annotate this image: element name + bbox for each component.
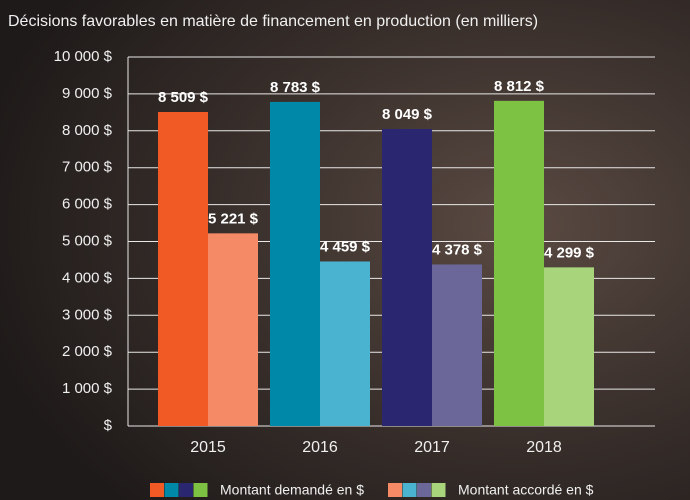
y-tick-label: 1 000 $ [62, 380, 113, 397]
y-tick-label: 4 000 $ [62, 269, 113, 286]
legend-swatch [431, 483, 446, 497]
y-tick-label: 8 000 $ [62, 122, 113, 139]
legend-swatch [150, 483, 164, 497]
value-label: 4 459 $ [320, 238, 371, 255]
x-tick-label: 2015 [190, 439, 226, 456]
y-tick-label: $ [104, 417, 113, 434]
bar [544, 267, 594, 426]
bar [494, 100, 544, 427]
legend-swatch [193, 483, 208, 497]
y-tick-label: 9 000 $ [62, 85, 113, 102]
y-tick-label: 3 000 $ [62, 306, 113, 323]
y-tick-label: 5 000 $ [62, 232, 113, 249]
bar [320, 261, 370, 426]
legend-label: Montant accordé en $ [458, 482, 594, 498]
bar [270, 101, 320, 427]
value-label: 5 221 $ [208, 210, 259, 227]
bar [158, 112, 208, 427]
value-label: 4 378 $ [432, 241, 483, 258]
bar [382, 128, 432, 427]
chart-title: Décisions favorables en matière de finan… [8, 13, 538, 30]
x-tick-label: 2017 [414, 439, 450, 456]
value-label: 8 812 $ [494, 78, 545, 95]
legend-label: Montant demandé en $ [220, 482, 364, 498]
value-label: 4 299 $ [544, 244, 595, 261]
bar [432, 264, 482, 426]
value-label: 8 783 $ [270, 79, 321, 96]
y-tick-label: 2 000 $ [62, 343, 113, 360]
legend-swatch [402, 483, 417, 497]
y-tick-label: 10 000 $ [54, 48, 113, 65]
legend-swatch [388, 483, 402, 497]
bar [208, 233, 258, 426]
value-label: 8 509 $ [158, 89, 209, 106]
legend-swatch [417, 483, 431, 497]
value-label: 8 049 $ [382, 106, 433, 123]
legend-swatch [179, 483, 193, 497]
y-tick-label: 6 000 $ [62, 196, 113, 213]
x-tick-label: 2018 [526, 439, 562, 456]
x-tick-label: 2016 [302, 439, 338, 456]
y-tick-label: 7 000 $ [62, 159, 113, 176]
legend-swatch [164, 483, 179, 497]
